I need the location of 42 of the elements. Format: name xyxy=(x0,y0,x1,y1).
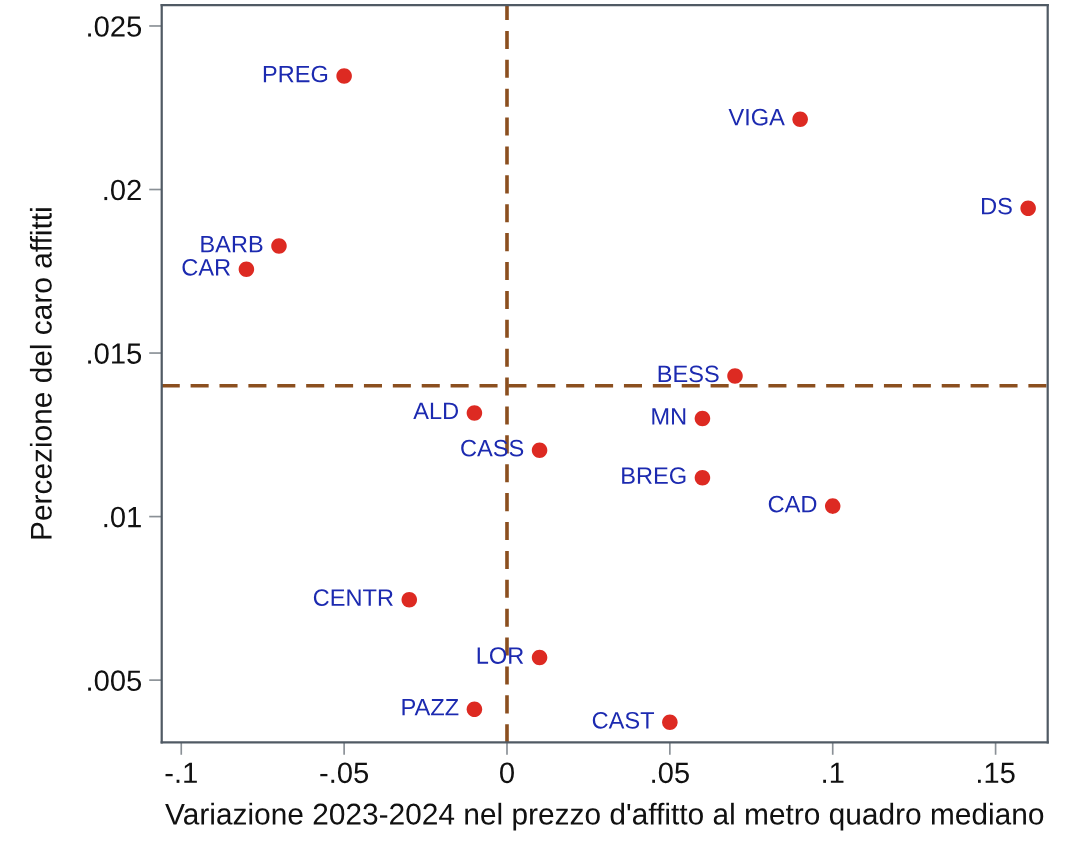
y-axis-title: Percezione del caro affitti xyxy=(29,208,52,539)
point xyxy=(694,469,711,486)
annotation: CENTR xyxy=(313,589,393,606)
annotation: VIGA xyxy=(728,108,785,126)
point xyxy=(238,261,255,278)
annotation: BESS xyxy=(658,365,719,383)
y-tick-label: .02 xyxy=(104,179,141,201)
x-tick-label: -.1 xyxy=(165,762,197,783)
point xyxy=(401,591,418,608)
point xyxy=(466,405,483,421)
annotation: PAZZ xyxy=(402,699,459,716)
y-tick-label: .005 xyxy=(88,670,142,691)
point xyxy=(694,410,711,427)
point xyxy=(466,701,483,717)
x-tick-label: -.05 xyxy=(320,762,369,784)
point xyxy=(792,111,808,127)
annotation: DS xyxy=(982,197,1012,215)
point xyxy=(531,442,548,458)
x-tick-label: .15 xyxy=(977,762,1015,784)
annotation: BARB xyxy=(201,235,263,253)
point xyxy=(662,714,678,731)
annotation: CAR xyxy=(182,258,231,276)
point xyxy=(531,649,548,666)
y-tick-label: .01 xyxy=(104,506,141,528)
x-tick-label: .05 xyxy=(652,762,689,784)
annotation: CAST xyxy=(592,711,655,729)
annotation: CAD xyxy=(768,495,817,513)
x-tick-label: 0 xyxy=(500,762,514,784)
annotation: LOR xyxy=(477,647,524,664)
annotation: ALD xyxy=(413,402,459,420)
y-tick-label: .015 xyxy=(88,343,142,364)
x-tick-label: .1 xyxy=(823,762,844,783)
point xyxy=(271,238,287,254)
annotation: BREG xyxy=(622,467,686,484)
annotation: PREG xyxy=(263,65,328,83)
point xyxy=(727,368,743,384)
y-tick-label: .025 xyxy=(88,16,142,37)
point xyxy=(824,498,841,514)
annotation: MN xyxy=(652,408,686,425)
point xyxy=(1020,200,1036,216)
point xyxy=(336,68,352,84)
x-axis-title: Variazione 2023-2024 nel prezzo d'affitto al metro quadro mediano xyxy=(165,802,1044,831)
